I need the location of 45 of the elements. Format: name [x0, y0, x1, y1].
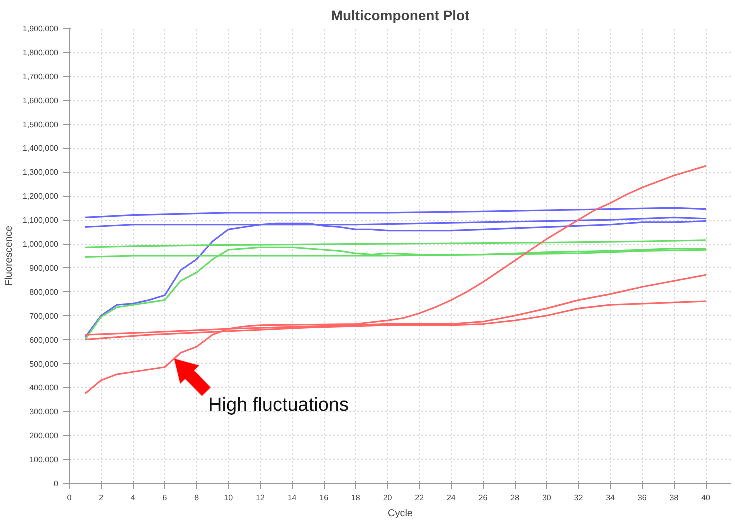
x-tick-label: 24: [446, 494, 456, 502]
y-tick-label: 0: [54, 480, 60, 488]
x-tick-label: 38: [670, 494, 680, 502]
x-tick-label: 28: [510, 494, 520, 502]
x-axis-title: Cycle: [388, 508, 414, 520]
y-tick-label: 1,000,000: [22, 240, 60, 250]
x-tick-label: 36: [638, 494, 648, 502]
y-tick-label: 200,000: [30, 432, 60, 441]
x-tick-label: 16: [320, 494, 330, 502]
y-tick-label: 1,200,000: [22, 192, 60, 202]
x-tick-label: 18: [351, 494, 361, 502]
y-tick-label: 1,800,000: [22, 48, 60, 58]
y-tick-label: 1,100,000: [22, 216, 60, 226]
x-tick-label: 20: [383, 494, 393, 502]
y-axis-title: Fluorescence: [4, 226, 15, 286]
y-tick-label: 700,000: [30, 312, 60, 321]
x-tick-label: 22: [415, 494, 425, 502]
x-tick-label: 12: [256, 494, 266, 502]
x-tick-label: 40: [702, 494, 712, 502]
annotation: High fluctuations: [208, 394, 349, 416]
y-tick-label: 800,000: [30, 288, 60, 297]
y-tick-label: 1,300,000: [22, 168, 60, 178]
y-tick-label: 300,000: [30, 408, 60, 417]
chart-title: Multicomponent Plot: [331, 8, 470, 24]
x-tick-label: 14: [288, 494, 298, 502]
y-tick-label: 400,000: [30, 384, 60, 393]
y-tick-label: 600,000: [30, 336, 60, 345]
x-tick-label: 32: [574, 494, 584, 502]
x-tick-label: 26: [478, 494, 488, 502]
x-tick-label: 0: [67, 494, 72, 502]
x-tick-label: 34: [606, 494, 616, 502]
y-tick-label: 1,900,000: [22, 24, 60, 34]
y-tick-label: 100,000: [30, 456, 60, 465]
y-tick-label: 1,500,000: [22, 120, 60, 130]
x-tick-label: 8: [194, 494, 200, 502]
x-tick-label: 30: [542, 494, 552, 502]
y-tick-label: 1,700,000: [22, 72, 60, 82]
x-tick-label: 4: [130, 494, 136, 502]
y-tick-label: 500,000: [30, 360, 60, 369]
x-tick-label: 10: [224, 494, 234, 502]
y-tick-label: 1,400,000: [22, 144, 60, 154]
x-tick-label: 6: [162, 494, 168, 502]
y-tick-label: 1,600,000: [22, 96, 60, 106]
x-tick-label: 2: [99, 494, 104, 502]
y-tick-label: 900,000: [30, 264, 60, 273]
